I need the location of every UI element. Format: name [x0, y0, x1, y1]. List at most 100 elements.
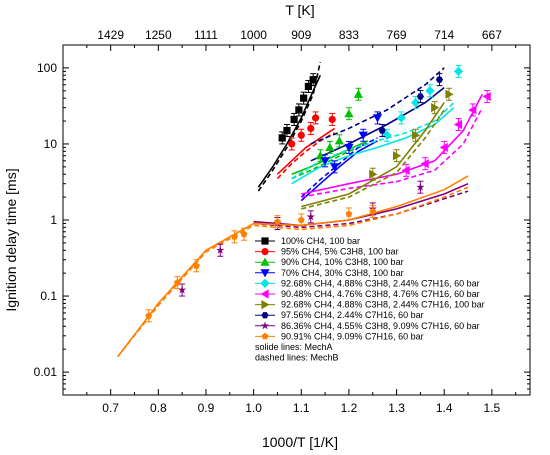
- top-tick-label: 769: [387, 28, 407, 42]
- legend-entry: 90.48% CH4, 4.76% C3H8, 4.76% C7H16, 60 …: [281, 289, 480, 299]
- data-point: [435, 76, 444, 83]
- legend-entry: 90.91% CH4, 9.09% C7H16, 60 bar: [281, 331, 424, 341]
- legend-entry: 97.56% CH4, 2.44% C7H16, 60 bar: [281, 310, 424, 320]
- data-point: [320, 157, 330, 166]
- data-point: [396, 113, 406, 123]
- data-point: [358, 131, 368, 140]
- data-point: [216, 245, 225, 254]
- top-tick-label: 833: [339, 28, 359, 42]
- x-axis-title: 1000/T [1/K]: [262, 434, 338, 450]
- legend-note: dashed lines: MechB: [255, 353, 339, 363]
- top-tick-label: 667: [482, 28, 502, 42]
- legend-marker: [261, 300, 270, 310]
- legend-entry: 86.36% CH4, 4.55% C3H8, 9.09% C7H16, 60 …: [281, 321, 480, 331]
- legend-marker: [260, 321, 270, 330]
- data-point: [369, 207, 377, 215]
- mecha-line-8: [253, 182, 469, 227]
- data-point: [274, 218, 281, 225]
- model-lines: [117, 61, 484, 358]
- legend-marker: [261, 312, 269, 319]
- legend-entry: 95% CH4, 5% C3H8, 100 bar: [281, 247, 399, 257]
- data-point: [145, 312, 153, 319]
- x-tick-label: 1.2: [341, 401, 358, 415]
- data-point: [412, 130, 421, 140]
- data-point: [439, 142, 448, 153]
- mecha-line-3: [300, 140, 378, 202]
- data-point: [283, 126, 291, 135]
- data-point: [416, 182, 425, 191]
- y-axis-title: Ignition delay time [ms]: [3, 168, 19, 311]
- data-point: [240, 230, 248, 238]
- data-points: [145, 64, 491, 323]
- mechb-line-1: [276, 132, 335, 180]
- data-point: [453, 119, 463, 130]
- data-point: [177, 285, 187, 294]
- x-tick-label: 0.9: [198, 401, 215, 415]
- mecha-line-7: [310, 86, 445, 162]
- x-tick-label: 1.4: [436, 401, 453, 415]
- legend-marker: [260, 289, 269, 299]
- top-axis-title: T [K]: [285, 2, 314, 18]
- data-point: [290, 115, 298, 124]
- legend-entry: 100% CH4, 100 bar: [281, 236, 360, 246]
- data-point: [288, 140, 296, 148]
- mecha-line-6: [301, 102, 445, 208]
- data-point: [306, 212, 315, 221]
- data-point: [344, 143, 354, 153]
- data-point: [300, 94, 308, 102]
- data-point: [353, 89, 364, 98]
- data-point: [231, 233, 238, 240]
- mechb-line-5: [301, 107, 484, 198]
- mecha-line-5: [301, 93, 484, 195]
- data-point: [425, 86, 435, 96]
- data-point: [431, 103, 440, 113]
- top-tick-label: 1000: [240, 28, 267, 42]
- x-tick-label: 1.5: [484, 401, 501, 415]
- x-tick-label: 0.7: [102, 401, 119, 415]
- y-tick-label: 10: [44, 137, 58, 151]
- data-point: [378, 127, 386, 134]
- mecha-line-2: [291, 140, 369, 175]
- legend-note: solide lines: MechA: [255, 342, 333, 352]
- mechb-line-9: [117, 186, 469, 358]
- data-point: [193, 262, 200, 269]
- legend-entry: 92.68% CH4, 4.88% C3H8, 2.44% C7H16, 100…: [281, 300, 485, 310]
- data-point: [392, 151, 402, 161]
- mechb-line-0: [257, 61, 322, 192]
- legend-marker: [261, 237, 269, 245]
- legend-marker: [260, 257, 270, 266]
- y-tick-label: 0.01: [34, 365, 58, 379]
- data-point: [401, 165, 410, 175]
- legend-entry: 92.68% CH4, 4.88% C3H8, 2.44% C7H16, 60 …: [281, 278, 480, 288]
- legend-entry: 90% CH4, 10% C3H8, 100 bar: [281, 257, 404, 267]
- legend-marker: [261, 248, 269, 256]
- data-point: [307, 124, 315, 133]
- data-point: [344, 109, 354, 118]
- data-point: [173, 279, 181, 286]
- data-point: [295, 106, 303, 114]
- data-point: [297, 131, 305, 139]
- data-point: [369, 169, 378, 179]
- mechb-line-7: [310, 67, 445, 145]
- data-point: [345, 210, 353, 217]
- data-point: [311, 114, 320, 122]
- data-point: [372, 114, 383, 123]
- mecha-line-0: [257, 74, 322, 188]
- top-tick-label: 1250: [145, 28, 172, 42]
- x-tick-label: 0.8: [150, 401, 167, 415]
- data-point: [468, 105, 477, 115]
- y-tick-label: 0.1: [40, 289, 57, 303]
- legend-marker: [260, 269, 270, 278]
- y-tick-label: 1: [50, 213, 57, 227]
- data-point: [416, 93, 424, 100]
- x-tick-label: 1.3: [388, 401, 405, 415]
- legend-entry: 70% CH4, 30% C3H8, 100 bar: [281, 268, 404, 278]
- legend-marker: [261, 332, 269, 340]
- top-tick-label: 1429: [97, 28, 124, 42]
- data-point: [278, 134, 286, 142]
- data-point: [420, 159, 429, 169]
- y-tick-label: 100: [37, 61, 57, 75]
- data-point: [297, 216, 305, 223]
